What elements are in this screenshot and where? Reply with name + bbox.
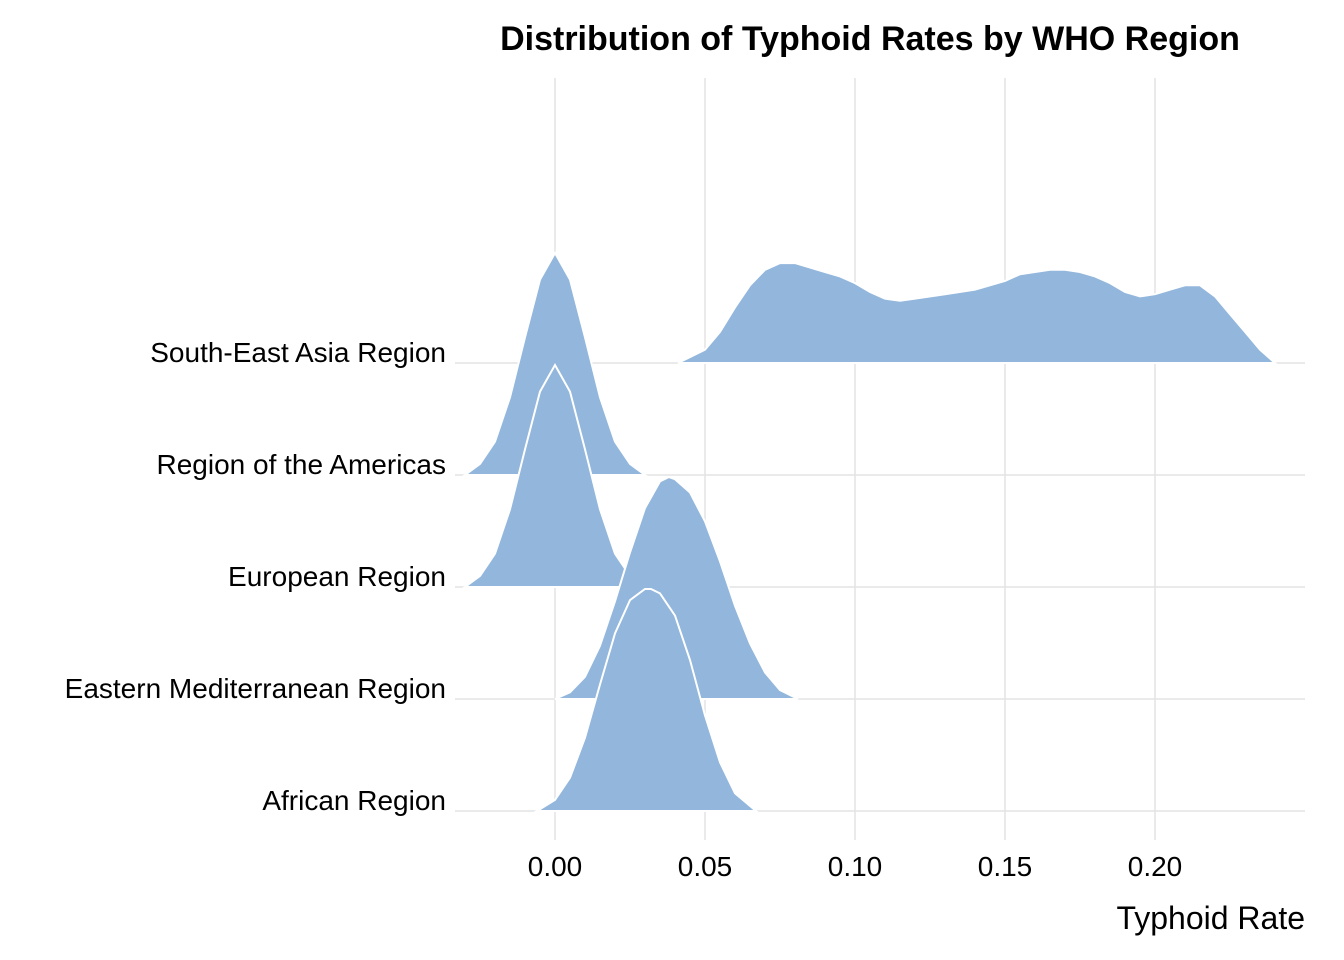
category-labels: African Region Eastern Mediterranean Regi… <box>65 337 446 816</box>
category-label: South-East Asia Region <box>150 337 446 368</box>
chart-title: Distribution of Typhoid Rates by WHO Reg… <box>500 20 1240 58</box>
x-axis-tick-labels: 0.00 0.05 0.10 0.15 0.20 <box>528 851 1183 882</box>
density-ridges <box>461 250 1278 812</box>
density-ridge <box>677 262 1278 364</box>
x-tick-label: 0.15 <box>978 851 1033 882</box>
category-label: Region of the Americas <box>157 449 447 480</box>
category-label: European Region <box>228 561 446 592</box>
density-ridge <box>533 588 759 812</box>
category-label: African Region <box>262 785 446 816</box>
x-tick-label: 0.10 <box>828 851 883 882</box>
x-tick-label: 0.00 <box>528 851 583 882</box>
x-tick-label: 0.20 <box>1128 851 1183 882</box>
category-label: Eastern Mediterranean Region <box>65 673 446 704</box>
x-axis-title: Typhoid Rate <box>1116 900 1305 936</box>
x-tick-label: 0.05 <box>678 851 733 882</box>
